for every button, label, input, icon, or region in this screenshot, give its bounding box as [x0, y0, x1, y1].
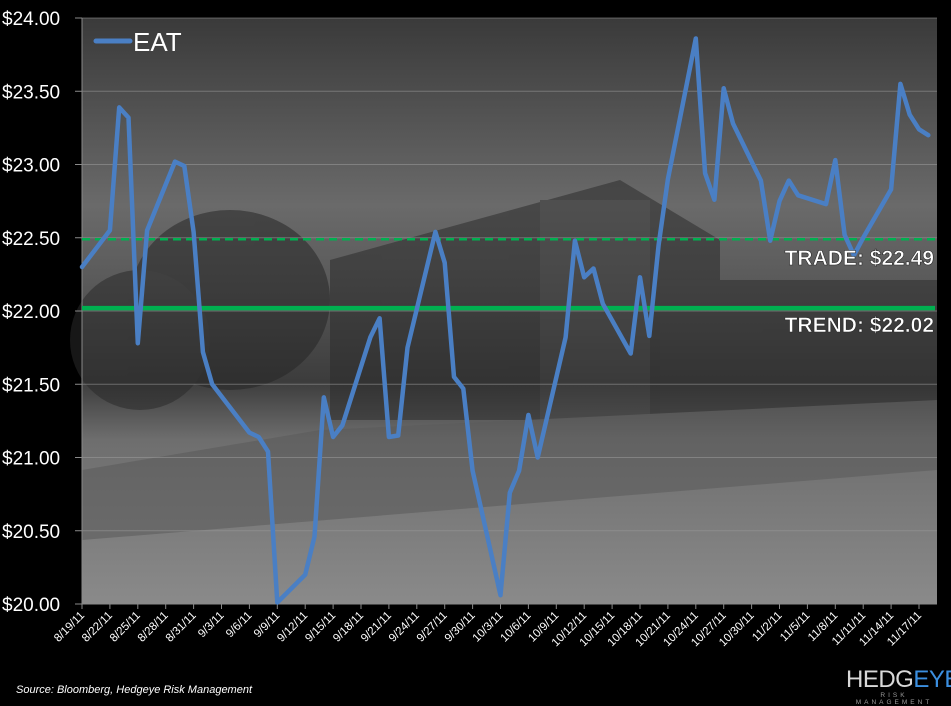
- y-tick-label: $22.00: [2, 302, 60, 323]
- y-tick-label: $23.50: [2, 82, 60, 103]
- y-tick-label: $21.00: [2, 449, 60, 470]
- x-axis: 8/19/118/22/118/25/118/28/118/31/119/3/1…: [52, 603, 937, 649]
- source-note: Source: Bloomberg, Hedgeye Risk Manageme…: [16, 684, 253, 696]
- gridlines: [82, 17, 937, 532]
- y-tick-label: $21.50: [2, 375, 60, 396]
- y-tick-label: $23.00: [2, 156, 60, 177]
- reference-lines: [82, 237, 935, 311]
- logo-hedg: HEDG: [846, 666, 914, 693]
- y-tick-label: $24.00: [2, 9, 60, 30]
- y-tick-label: $22.50: [2, 229, 60, 250]
- y-tick-label: $20.00: [2, 595, 60, 616]
- legend: EAT: [93, 27, 182, 57]
- trend-label: TREND: $22.02: [785, 314, 934, 337]
- x-tick-label: 8/31/11: [164, 610, 199, 645]
- x-tick-label: 11/5/11: [778, 610, 812, 644]
- x-tick-label: 11/2/11: [750, 610, 784, 644]
- x-tick-label: 9/3/11: [196, 610, 226, 640]
- y-tick-label: $20.50: [2, 522, 60, 543]
- logo-eye: EYE: [913, 666, 951, 693]
- x-tick-label: 9/6/11: [224, 610, 254, 640]
- logo-subtitle: RISK MANAGEMENT: [855, 692, 933, 706]
- y-axis: $20.00 $20.50 $21.00 $21.50 $22.00 $22.50 $23.…: [2, 9, 83, 616]
- trade-label: TRADE: $22.49: [785, 247, 934, 270]
- hedgeye-logo: HEDGEYE RISK MANAGEMENT: [846, 668, 951, 706]
- eat-price-line: [79, 36, 931, 605]
- legend-label: EAT: [133, 27, 182, 57]
